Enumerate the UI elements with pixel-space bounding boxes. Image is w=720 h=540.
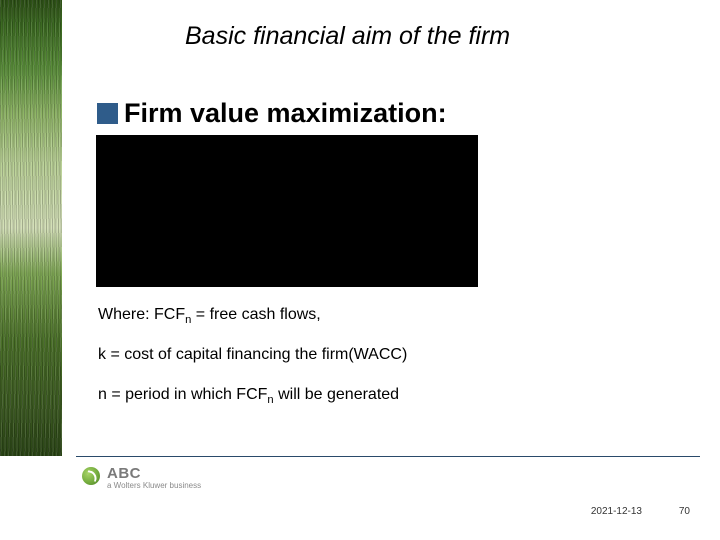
divider-line	[76, 456, 700, 457]
left-photo-strip	[0, 0, 62, 456]
logo-mark-icon	[82, 467, 100, 485]
definition-line: n = period in which FCFn will be generat…	[98, 386, 399, 406]
brand-logo: ABC a Wolters Kluwer business	[82, 466, 201, 490]
logo-name: ABC	[107, 466, 201, 482]
bullet-square-icon	[97, 103, 118, 124]
slide-title: Basic financial aim of the firm	[185, 22, 510, 51]
definition-line: k = cost of capital financing the firm(W…	[98, 346, 407, 364]
logo-tagline: a Wolters Kluwer business	[107, 482, 201, 490]
bullet-item: Firm value maximization:	[97, 98, 447, 129]
formula-placeholder	[96, 135, 478, 287]
definition-line: Where: FCFn = free cash flows,	[98, 306, 321, 326]
footer-date: 2021-12-13	[591, 506, 642, 517]
bullet-text: Firm value maximization:	[124, 98, 447, 129]
footer-page-number: 70	[679, 506, 690, 517]
